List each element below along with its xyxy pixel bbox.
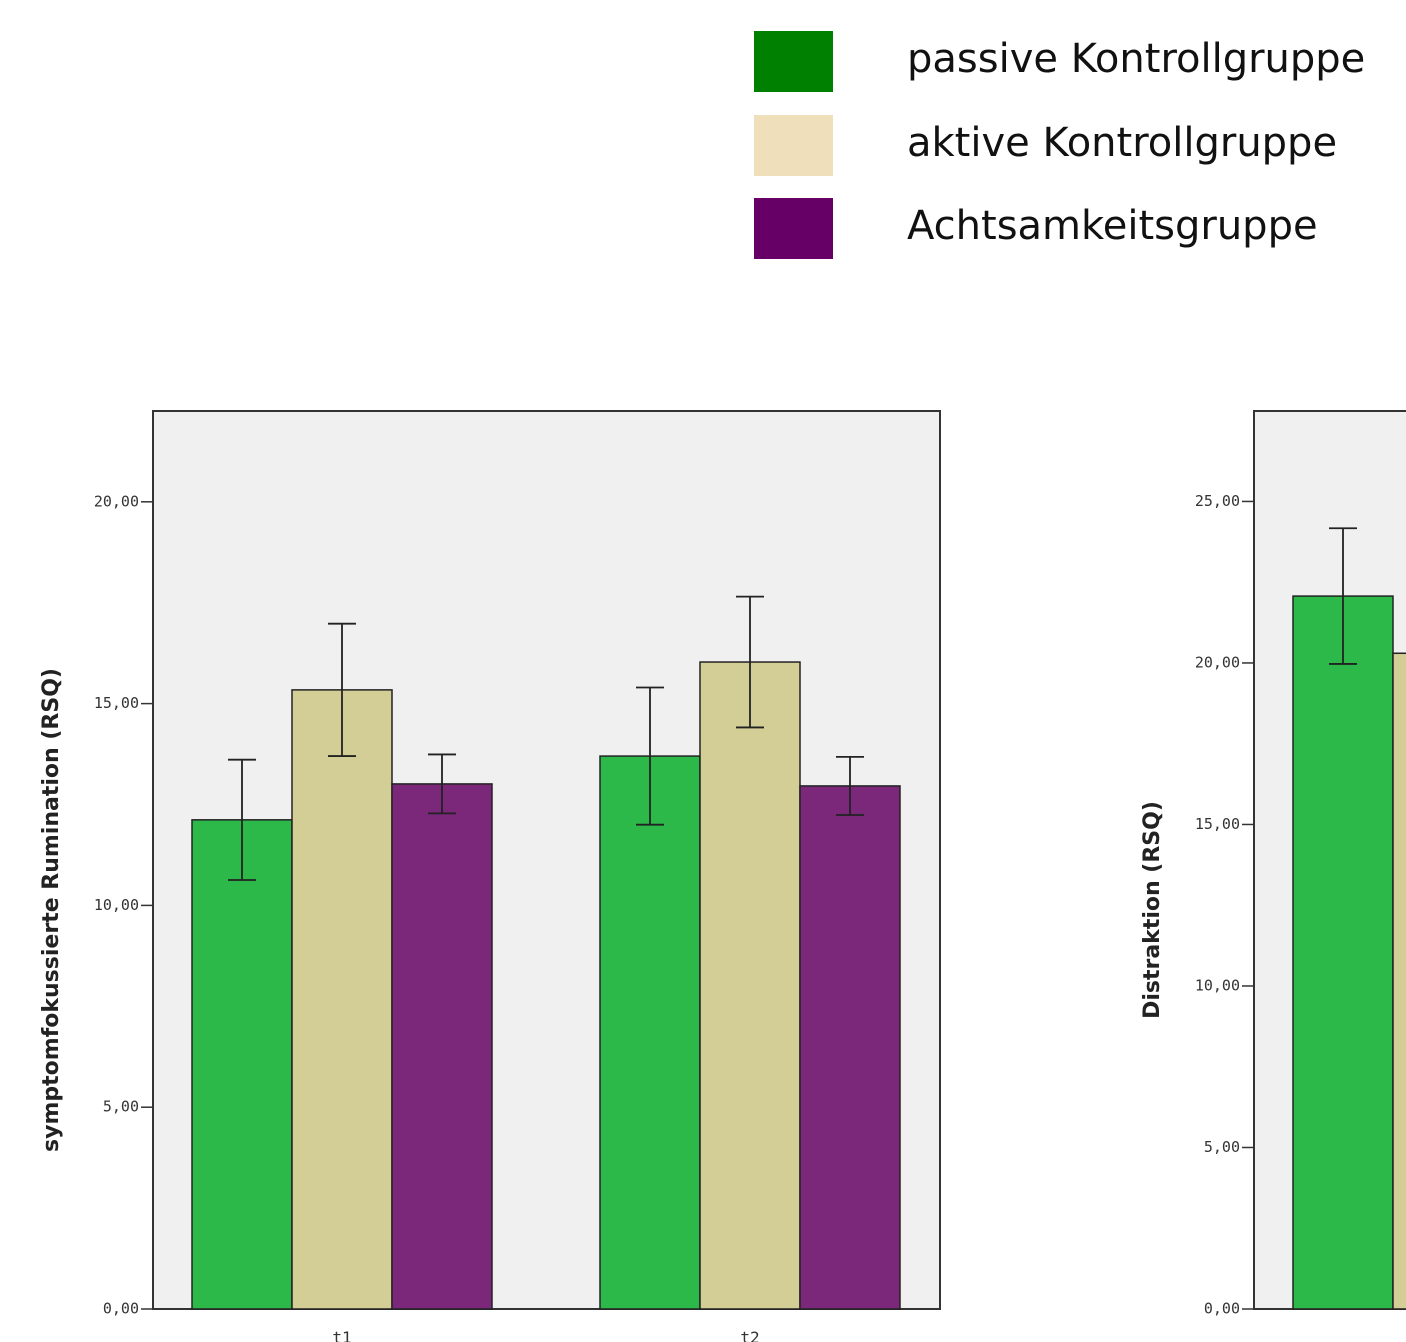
bar <box>699 661 801 1310</box>
error-bar <box>328 622 356 757</box>
y-axis-label: symptomfokussierte Rumination (RSQ) <box>39 668 64 1152</box>
y-axis-label: Distraktion (RSQ) <box>1140 801 1165 1019</box>
error-bar <box>428 753 456 815</box>
y-tick-label: 20,00 <box>94 492 139 510</box>
y-tick-label: 5,00 <box>1204 1138 1240 1156</box>
x-tick-label: t2 <box>740 1328 759 1342</box>
bar <box>599 755 701 1310</box>
error-bar <box>228 758 256 881</box>
y-tick-label: 10,00 <box>1195 976 1240 994</box>
y-tick-label: 15,00 <box>94 694 139 712</box>
bar <box>799 785 901 1310</box>
error-bar <box>1329 527 1357 665</box>
legend-label: aktive Kontrollgruppe <box>907 120 1337 166</box>
bar <box>291 689 393 1310</box>
y-tick-label: 10,00 <box>94 896 139 914</box>
legend-label: Achtsamkeitsgruppe <box>907 203 1318 249</box>
error-bar <box>736 595 764 729</box>
legend-swatch <box>754 31 833 92</box>
legend-swatch <box>754 115 833 176</box>
bar <box>1292 595 1394 1310</box>
y-tick-label: 25,00 <box>1195 492 1240 510</box>
y-tick-label: 0,00 <box>1204 1300 1240 1318</box>
bar <box>1392 652 1406 1310</box>
y-tick-label: 20,00 <box>1195 653 1240 671</box>
y-tick-label: 5,00 <box>103 1098 139 1116</box>
bar <box>391 783 493 1310</box>
legend-label: passive Kontrollgruppe <box>907 36 1365 82</box>
error-bar <box>636 686 664 826</box>
error-bar <box>836 755 864 816</box>
legend-swatch <box>754 198 833 259</box>
x-tick-label: t1 <box>332 1328 351 1342</box>
y-tick-label: 15,00 <box>1195 815 1240 833</box>
y-tick-label: 0,00 <box>103 1300 139 1318</box>
bar <box>191 819 293 1310</box>
